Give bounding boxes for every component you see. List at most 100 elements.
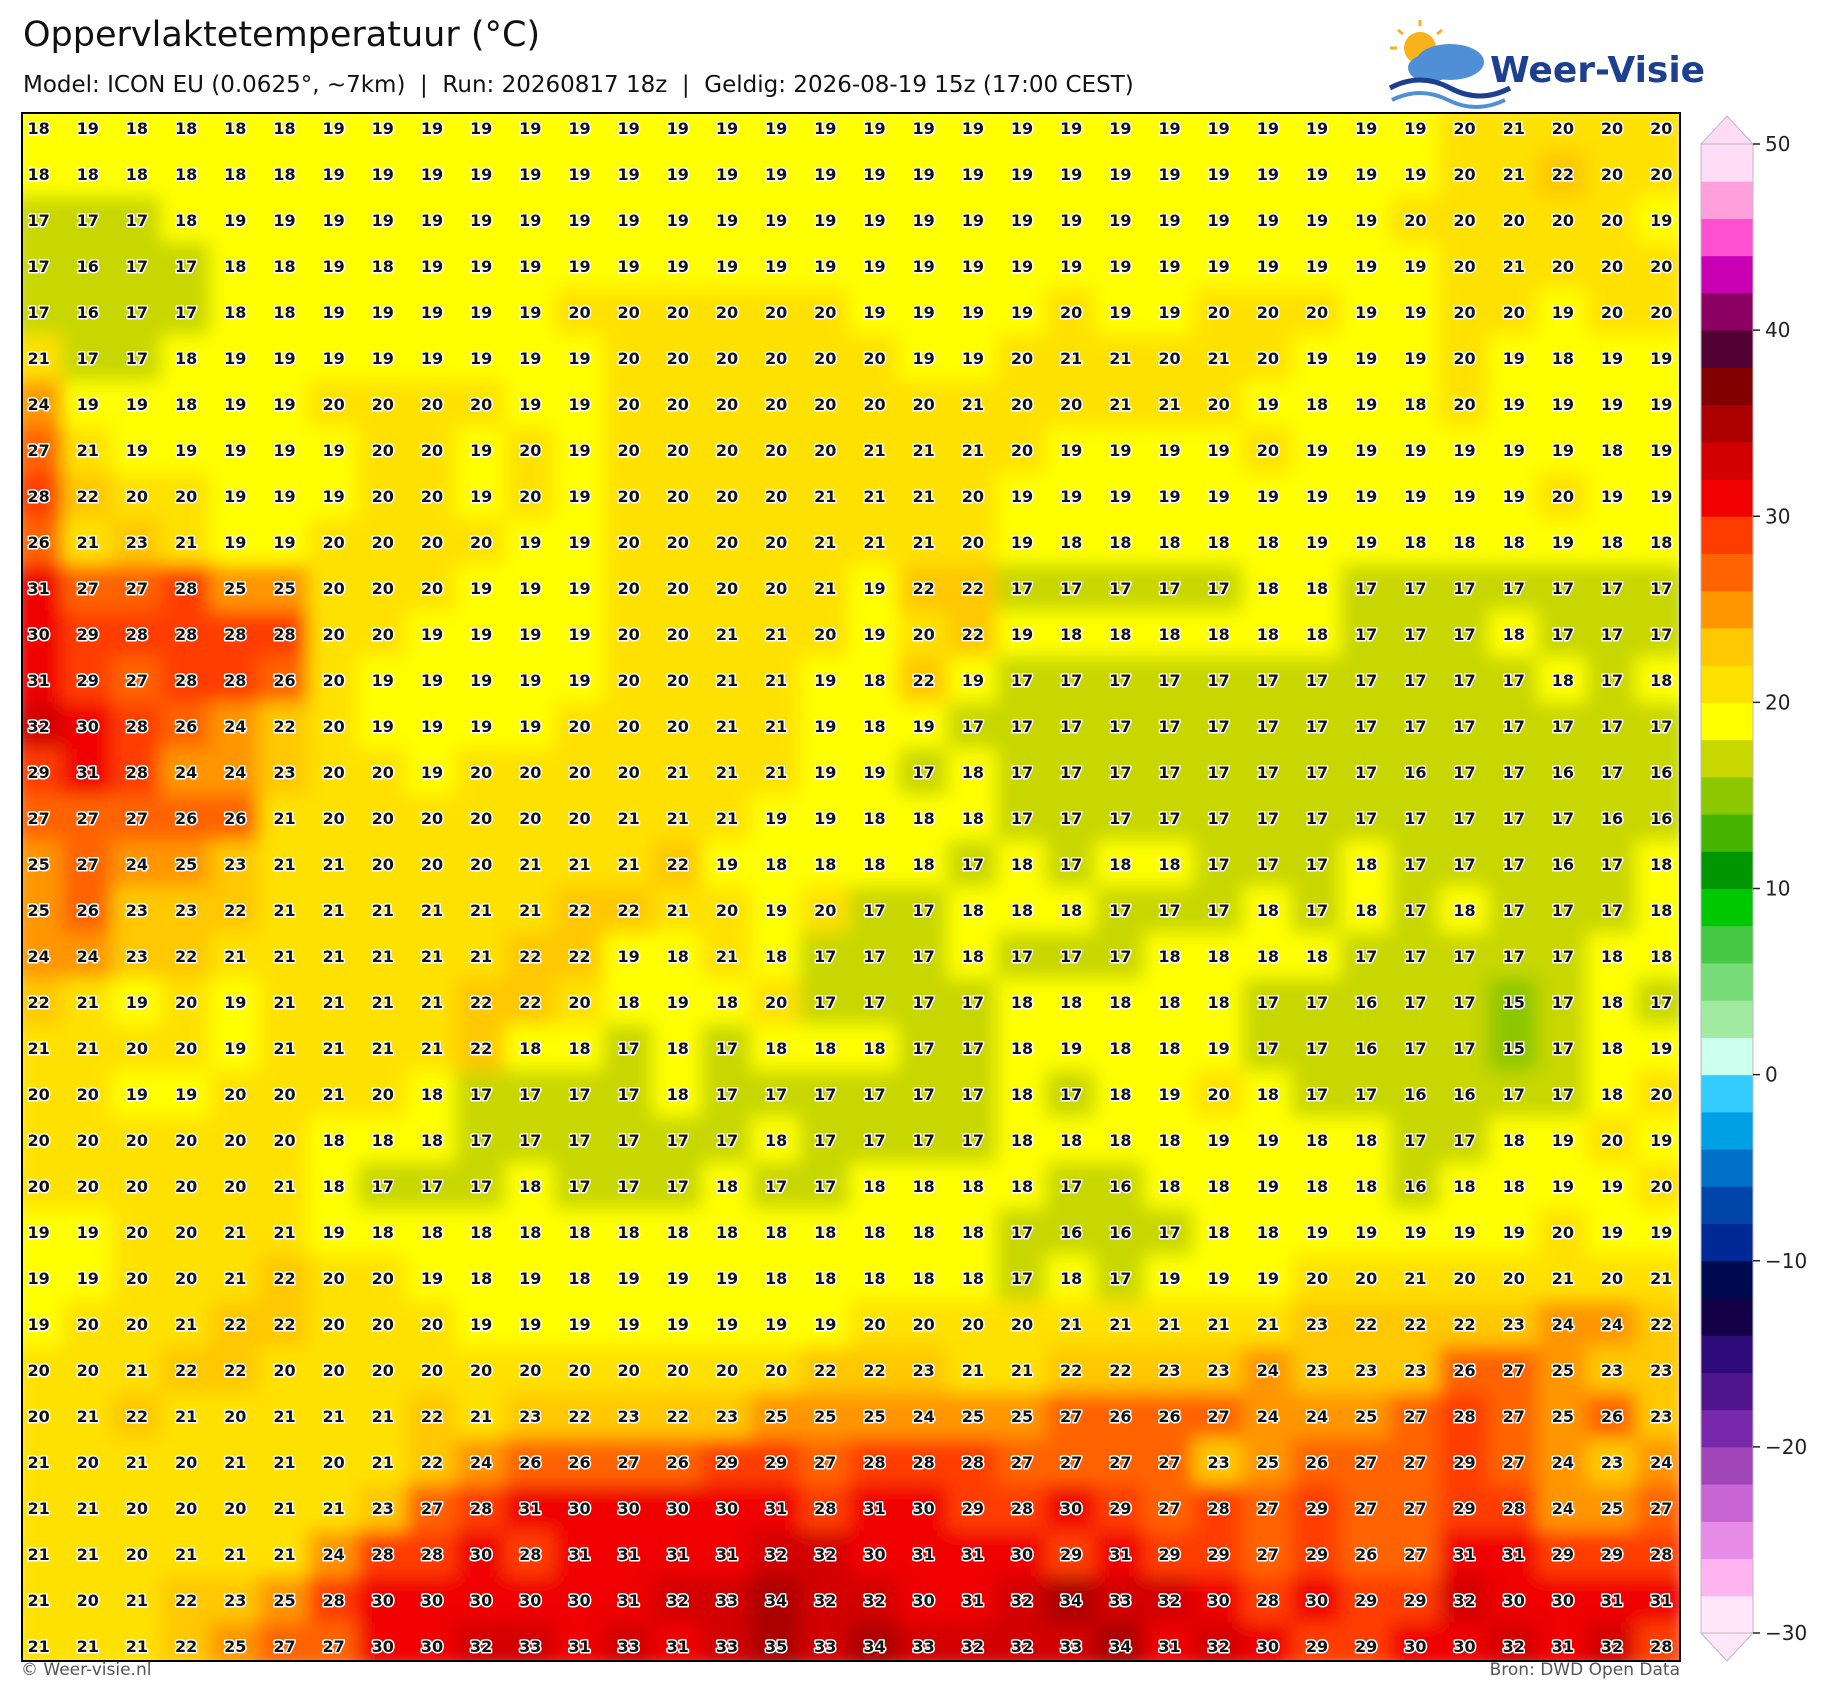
temperature-label: 18 — [224, 165, 246, 184]
temperature-cell — [1340, 794, 1392, 843]
temperature-label: 19 — [1355, 119, 1377, 138]
temperature-label: 19 — [1011, 257, 1033, 276]
temperature-cell — [1143, 702, 1196, 751]
temperature-cell — [209, 1392, 261, 1441]
temperature-label: 17 — [1404, 947, 1426, 966]
temperature-label: 32 — [1503, 1637, 1525, 1656]
temperature-label: 19 — [814, 717, 836, 736]
temperature-cell — [62, 886, 114, 935]
temperature-cell — [701, 1392, 753, 1441]
temperature-label: 21 — [27, 1453, 49, 1472]
temperature-cell — [603, 113, 655, 153]
temperature-label: 18 — [1158, 1039, 1180, 1058]
temperature-cell — [308, 564, 360, 613]
temperature-cell — [258, 702, 311, 751]
temperature-cell — [1488, 380, 1540, 429]
temperature-label: 21 — [814, 487, 836, 506]
temperature-cell — [848, 1576, 901, 1625]
temperature-cell — [1143, 1162, 1196, 1211]
temperature-cell — [160, 1622, 212, 1661]
temperature-cell — [308, 242, 360, 291]
temperature-label: 19 — [1060, 487, 1082, 506]
temperature-cell — [1340, 656, 1392, 705]
temperature-label: 18 — [224, 119, 246, 138]
temperature-cell — [455, 840, 507, 889]
temperature-cell — [504, 334, 556, 383]
temperature-label: 20 — [224, 1499, 246, 1518]
temperature-label: 23 — [716, 1407, 738, 1426]
temperature-label: 18 — [1257, 947, 1279, 966]
temperature-label: 26 — [1601, 1407, 1623, 1426]
temperature-cell — [1586, 1392, 1638, 1441]
temperature-label: 20 — [716, 303, 738, 322]
temperature-cell — [553, 1070, 606, 1119]
temperature-cell — [258, 656, 311, 705]
colorbar-band — [1701, 665, 1753, 703]
temperature-label: 28 — [863, 1453, 885, 1472]
temperature-cell — [1193, 196, 1245, 245]
temperature-label: 19 — [1208, 1269, 1230, 1288]
temperature-cell — [799, 748, 851, 797]
temperature-label: 21 — [126, 1361, 148, 1380]
temperature-cell — [1094, 1070, 1146, 1119]
temperature-label: 17 — [568, 1177, 590, 1196]
temperature-label: 19 — [519, 579, 541, 598]
temperature-cell — [504, 932, 556, 981]
temperature-label: 32 — [962, 1637, 984, 1656]
temperature-cell — [1340, 978, 1392, 1027]
temperature-cell — [898, 150, 950, 199]
temperature-label: 17 — [1208, 671, 1230, 690]
temperature-cell — [1242, 1254, 1294, 1303]
temperature-label: 19 — [322, 257, 344, 276]
temperature-label: 28 — [1257, 1591, 1279, 1610]
temperature-cell — [898, 518, 950, 567]
temperature-cell — [1488, 1484, 1540, 1533]
temperature-cell — [1488, 656, 1540, 705]
temperature-cell — [406, 1438, 458, 1487]
temperature-label: 25 — [1257, 1453, 1279, 1472]
temperature-cell — [1586, 1346, 1638, 1395]
temperature-cell — [898, 1530, 950, 1579]
temperature-cell — [947, 518, 999, 567]
temperature-cell — [1537, 794, 1589, 843]
temperature-cell — [750, 564, 802, 613]
temperature-label: 17 — [814, 1177, 836, 1196]
temperature-cell — [1291, 702, 1343, 751]
temperature-label: 21 — [421, 947, 443, 966]
temperature-cell — [1586, 1162, 1638, 1211]
temperature-label: 17 — [1503, 947, 1525, 966]
temperature-label: 20 — [1060, 395, 1082, 414]
temperature-label: 17 — [1453, 1131, 1475, 1150]
temperature-label: 20 — [519, 441, 541, 460]
temperature-cell — [22, 1484, 65, 1533]
temperature-label: 20 — [1650, 303, 1672, 322]
colorbar-band — [1701, 1372, 1753, 1411]
temperature-label: 19 — [273, 487, 295, 506]
temperature-label: 19 — [618, 1269, 640, 1288]
temperature-label: 26 — [568, 1453, 590, 1472]
temperature-cell — [209, 1162, 261, 1211]
temperature-cell — [406, 334, 458, 383]
temperature-cell — [1635, 1392, 1680, 1441]
temperature-cell — [1586, 886, 1638, 935]
temperature-label: 19 — [716, 165, 738, 184]
temperature-cell — [1045, 150, 1097, 199]
temperature-label: 19 — [1404, 1223, 1426, 1242]
temperature-cell — [504, 196, 556, 245]
temperature-cell — [1537, 656, 1589, 705]
temperature-cell — [1389, 334, 1441, 383]
temperature-label: 21 — [224, 1223, 246, 1242]
temperature-cell — [1586, 1024, 1638, 1073]
temperature-label: 17 — [1650, 579, 1672, 598]
temperature-label: 20 — [1601, 303, 1623, 322]
temperature-cell — [62, 1024, 114, 1073]
temperature-cell — [22, 932, 65, 981]
temperature-cell — [652, 794, 704, 843]
temperature-label: 18 — [1060, 533, 1082, 552]
temperature-label: 19 — [224, 1039, 246, 1058]
temperature-cell — [1340, 1116, 1392, 1165]
temperature-cell — [1094, 196, 1146, 245]
temperature-cell — [111, 794, 163, 843]
temperature-label: 24 — [27, 947, 49, 966]
temperature-label: 19 — [1011, 211, 1033, 230]
